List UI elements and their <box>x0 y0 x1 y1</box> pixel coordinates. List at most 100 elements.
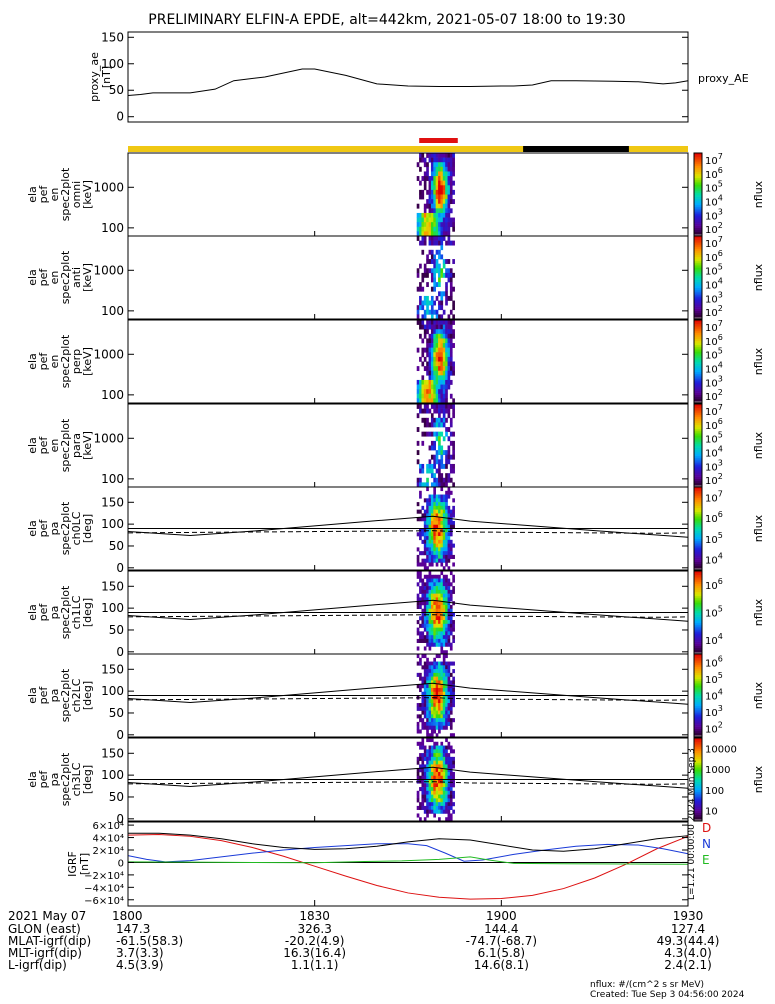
spectrogram-cell <box>449 718 453 723</box>
spectrogram-cell <box>447 676 451 681</box>
spectrogram-cell <box>426 300 429 306</box>
spectrogram-cell <box>430 764 434 769</box>
spectrogram-cell <box>421 300 425 306</box>
spectrogram-cell <box>435 687 439 693</box>
spectrogram-cell <box>430 536 434 541</box>
spectrogram-cell <box>430 157 434 163</box>
spectrogram-cell <box>426 505 429 510</box>
spectrogram-cell <box>438 268 441 274</box>
spectrogram-cell <box>452 370 455 376</box>
spectrogram-cell <box>426 404 429 409</box>
spectrogram-cell <box>447 324 451 330</box>
spectrogram-cell <box>440 498 444 503</box>
spectrogram-cell <box>435 574 439 579</box>
spectrogram-cell <box>438 669 441 674</box>
spectrogram-cell <box>426 623 429 628</box>
spectrogram-cell <box>435 324 439 330</box>
spectrogram-cell <box>430 733 434 738</box>
spectrogram-cell <box>421 482 425 488</box>
anti-spectrum-frame <box>127 235 689 320</box>
spectrogram-cell <box>419 764 422 769</box>
spectrogram-cell <box>449 166 453 172</box>
spectrogram-cell <box>452 620 455 625</box>
spectrogram-cell <box>449 680 453 685</box>
spectrogram-cell <box>419 706 422 711</box>
spectrogram-cell <box>440 343 444 348</box>
spectrogram-cell <box>452 775 455 780</box>
ch2-pitch-angle-ylabel-line: spec2plot <box>59 668 72 722</box>
ch0-pitch-angle-colorbar-step <box>694 511 702 515</box>
omni-spectrum-colorbar-tick: 107 <box>705 152 723 167</box>
spectrogram-cell <box>423 593 427 598</box>
spectrogram-cell <box>447 802 451 807</box>
spectrogram-cell <box>435 710 439 715</box>
spectrogram-cell <box>433 509 436 514</box>
spectrogram-cell <box>421 608 425 613</box>
spectrogram-cell <box>423 347 427 353</box>
spectrogram-cell <box>449 338 453 344</box>
ch0-pitch-angle-ylabel-line: pa <box>48 522 61 536</box>
proxy-ae-ytick-label: 100 <box>101 57 124 71</box>
ch0-pitch-angle-colorbar-step <box>694 489 702 492</box>
spectrogram-cell <box>428 725 432 730</box>
omni-spectrum-colorbar-step <box>694 157 702 160</box>
spectrogram-cell <box>416 320 420 325</box>
spectrogram-cell <box>449 597 453 602</box>
ch1-pitch-angle-colorbar-step <box>694 579 702 582</box>
spectrogram-cell <box>428 343 432 348</box>
spectrogram-cell <box>426 468 429 474</box>
spectrogram-cell <box>435 790 439 795</box>
spectrogram-cell <box>433 787 436 792</box>
spectrogram-cell <box>416 305 420 311</box>
spectrogram-cell <box>421 539 425 544</box>
spectrogram-cell <box>435 282 439 288</box>
spectrogram-cell <box>435 352 439 358</box>
anti-spectrum-colorbar-step <box>694 236 702 239</box>
para-spectrum-colorbar-step <box>694 472 702 475</box>
spectrogram-cell <box>452 300 455 306</box>
spectrogram-cell <box>426 166 429 172</box>
spectrogram-cell <box>419 282 422 288</box>
spectrogram-cell <box>426 638 429 643</box>
spectrogram-cell <box>440 347 444 353</box>
spectrogram-cell <box>426 642 429 647</box>
spectrogram-cell <box>445 176 448 181</box>
spectrogram-cell <box>421 347 425 353</box>
spectrogram-cell <box>428 249 432 255</box>
spectrogram-cell <box>433 638 436 643</box>
spectrogram-cell <box>442 384 446 390</box>
spectrogram-cell <box>423 226 427 232</box>
spectrogram-cell <box>421 408 425 414</box>
spectrogram-cell <box>426 408 429 414</box>
spectrogram-cell <box>447 259 451 264</box>
spectrogram-cell <box>452 157 455 163</box>
spectrogram-cell <box>449 417 453 423</box>
igrf-ytick-label: −6×10⁴ <box>84 896 124 907</box>
ch2-pitch-angle-colorbar-step <box>694 695 702 698</box>
spectrogram-cell <box>430 729 434 734</box>
spectrogram-cell <box>447 543 451 548</box>
spectrogram-cell <box>438 817 441 822</box>
spectrogram-cell <box>447 620 451 625</box>
spectrogram-cell <box>435 226 439 232</box>
spectrogram-cell <box>435 157 439 163</box>
spectrogram-cell <box>416 203 420 209</box>
spectrogram-cell <box>452 404 455 409</box>
spectrogram-cell <box>416 775 420 780</box>
spectrogram-cell <box>447 408 451 414</box>
spectrogram-cell <box>440 798 444 803</box>
ch0-pitch-angle-colorbar-step <box>694 493 702 496</box>
anti-spectrum-colorbar-step <box>694 304 702 307</box>
spectrogram-cell <box>428 366 432 372</box>
spectrogram-cell <box>440 768 444 773</box>
spectrogram-cell <box>430 738 434 743</box>
spectrogram-cell <box>428 212 432 218</box>
anti-spectrum-colorbar-step <box>694 277 702 280</box>
spectrogram-cell <box>435 665 439 670</box>
ch1-pitch-angle-loss-cone <box>127 599 689 622</box>
spectrogram-cell <box>445 166 448 172</box>
spectrogram-cell <box>428 798 432 803</box>
spectrogram-cell <box>442 226 446 232</box>
omni-spectrum-colorbar-step <box>694 225 702 228</box>
spectrogram-cell <box>423 356 427 362</box>
